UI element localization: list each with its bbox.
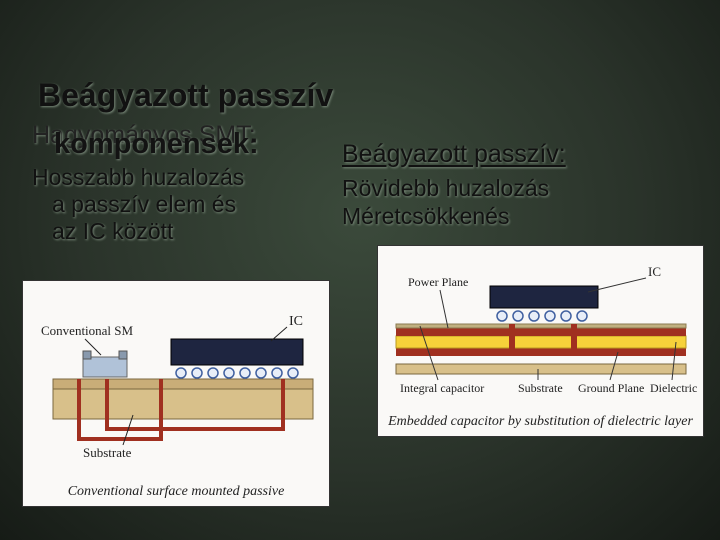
svg-text:IC: IC xyxy=(289,314,303,329)
right-body-line2: Méretcsökkenés xyxy=(342,203,509,229)
slide: Beágyazott passzív Hagyományos SMT: komp… xyxy=(0,0,720,540)
figure-left-caption: Conventional surface mounted passive xyxy=(23,484,329,500)
left-body-line3: az IC között xyxy=(32,218,342,245)
svg-text:Dielectric: Dielectric xyxy=(650,381,697,395)
left-overlay-title: komponensek: xyxy=(54,128,259,161)
left-body: Hosszabb huzalozás a passzív elem és az … xyxy=(32,164,342,245)
left-body-line2: a passzív elem és xyxy=(32,191,342,218)
svg-text:IC: IC xyxy=(648,264,661,279)
figure-right: Power Plane IC Integral capacitor Substrate… xyxy=(377,245,704,437)
right-subtitle-text: Beágyazott passzív: xyxy=(342,140,566,168)
figure-right-svg: Power Plane IC Integral capacitor Substrate… xyxy=(378,246,703,406)
figure-left: Conventional SM IC Substrate Conventional … xyxy=(22,280,330,507)
figure-left-svg: Conventional SM IC Substrate xyxy=(23,281,329,481)
main-title: Beágyazott passzív xyxy=(38,78,333,113)
svg-text:Substrate: Substrate xyxy=(83,445,132,460)
left-body-line1: Hosszabb huzalozás xyxy=(32,164,244,190)
svg-text:Ground Plane: Ground Plane xyxy=(578,381,644,395)
svg-text:Power Plane: Power Plane xyxy=(408,275,468,289)
svg-text:Conventional SM: Conventional SM xyxy=(41,323,134,338)
right-subtitle: Beágyazott passzív: xyxy=(342,140,566,169)
right-body: Rövidebb huzalozás Méretcsökkenés xyxy=(342,175,549,230)
svg-text:Substrate: Substrate xyxy=(518,381,563,395)
svg-text:Integral capacitor: Integral capacitor xyxy=(400,381,484,395)
right-body-line1: Rövidebb huzalozás xyxy=(342,175,549,201)
figure-right-caption: Embedded capacitor by substitution of di… xyxy=(378,414,703,430)
